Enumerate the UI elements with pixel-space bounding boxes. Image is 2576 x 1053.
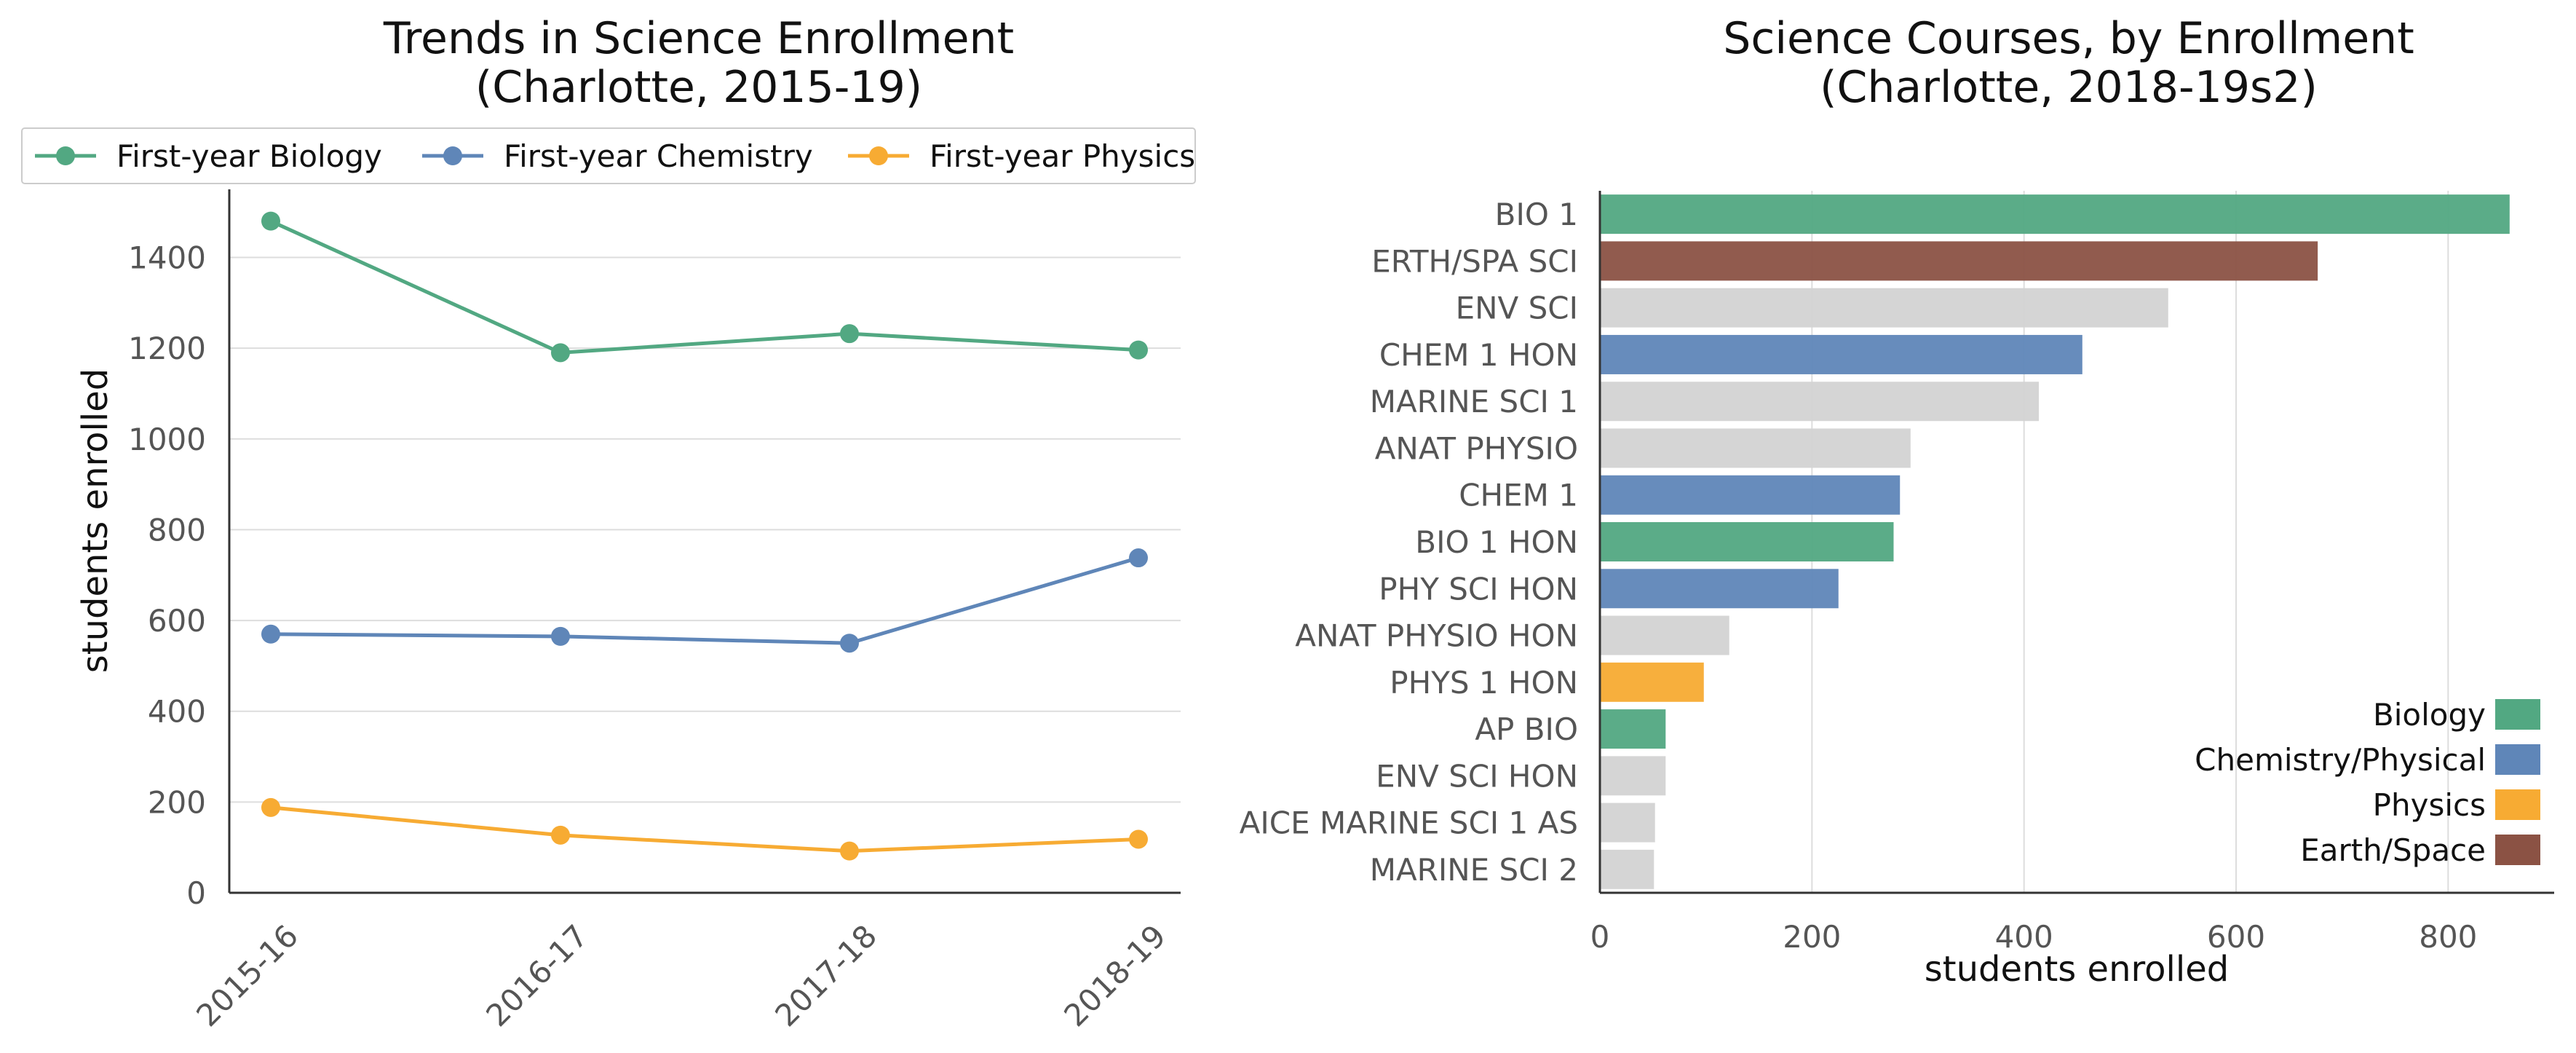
line-chart-title-line2: (Charlotte, 2015-19) xyxy=(475,62,922,113)
bar xyxy=(1600,569,1839,609)
bar-chart-title-line1: Science Courses, by Enrollment xyxy=(1723,13,2414,64)
bar xyxy=(1600,241,2318,281)
legend-swatch xyxy=(2495,835,2540,865)
line-point xyxy=(261,624,280,644)
legend-label: Earth/Space xyxy=(2300,832,2486,868)
legend-swatch xyxy=(2495,744,2540,775)
line-chart-y-tick-label: 1000 xyxy=(128,422,206,457)
bar-category-label: ANAT PHYSIO HON xyxy=(1295,618,1578,654)
bar-category-label: ANAT PHYSIO xyxy=(1375,430,1578,466)
bar xyxy=(1600,709,1666,749)
bar-chart-x-tick-label: 600 xyxy=(2207,919,2265,955)
bar-category-label: ENV SCI HON xyxy=(1376,758,1578,794)
bar xyxy=(1600,288,2168,328)
line-chart-x-tick-label: 2016-17 xyxy=(479,918,595,1033)
line-point xyxy=(840,841,859,861)
bar xyxy=(1600,756,1666,796)
legend-marker xyxy=(56,146,75,165)
legend-label: Biology xyxy=(2373,697,2486,733)
bar xyxy=(1600,522,1894,561)
line-chart-y-tick-label: 400 xyxy=(148,694,206,730)
bar xyxy=(1600,615,1729,655)
line-point xyxy=(1129,340,1148,360)
bar-category-label: PHY SCI HON xyxy=(1379,571,1578,607)
bar-category-label: AP BIO xyxy=(1475,711,1578,747)
legend-marker xyxy=(869,146,888,165)
bar-category-label: MARINE SCI 1 xyxy=(1370,384,1578,419)
line-chart: Trends in Science Enrollment (Charlotte,… xyxy=(21,13,1196,1033)
line-chart-y-axis-label: students enrolled xyxy=(75,368,116,673)
legend-label: First-year Physics xyxy=(930,138,1195,174)
line-chart-x-tick-label: 2017-18 xyxy=(768,918,884,1033)
bar-category-label: PHYS 1 HON xyxy=(1390,665,1578,701)
bar-category-label: ENV SCI xyxy=(1456,291,1578,326)
bar xyxy=(1600,428,1911,468)
line-chart-y-tick-label: 1200 xyxy=(128,331,206,366)
line-chart-y-tick-label: 0 xyxy=(186,875,206,911)
bar-category-label: CHEM 1 HON xyxy=(1379,337,1578,373)
bar xyxy=(1600,194,2510,234)
line-point xyxy=(551,626,570,646)
legend-swatch xyxy=(2495,789,2540,820)
bar xyxy=(1600,334,2082,374)
line-chart-legend: First-year Biology First-year Chemistry Fi… xyxy=(21,127,1196,184)
bar-chart-x-axis-label: students enrolled xyxy=(1925,949,2229,990)
bar-category-label: AICE MARINE SCI 1 AS xyxy=(1240,805,1578,841)
bar-category-label: MARINE SCI 2 xyxy=(1370,852,1578,888)
legend-label: First-year Biology xyxy=(116,138,382,174)
bar-category-label: ERTH/SPA SCI xyxy=(1371,243,1578,279)
line-chart-y-tick-label: 600 xyxy=(148,603,206,639)
bar-category-label: BIO 1 HON xyxy=(1415,524,1578,560)
legend-swatch xyxy=(2495,699,2540,730)
line-point xyxy=(261,797,280,817)
legend-marker xyxy=(443,146,462,165)
line-chart-y-tick-label: 1400 xyxy=(128,240,206,275)
bar xyxy=(1600,802,1655,843)
bar-chart-x-tick-label: 400 xyxy=(1995,919,2053,955)
bar-category-label: CHEM 1 xyxy=(1459,478,1578,513)
line-chart-y-tick-label: 800 xyxy=(148,512,206,548)
line-point xyxy=(551,343,570,363)
bar xyxy=(1600,382,2040,422)
line-series-first-year-biology xyxy=(269,219,1139,355)
line-point xyxy=(1129,548,1148,568)
legend-label: First-year Chemistry xyxy=(504,138,813,174)
bar xyxy=(1600,662,1704,702)
bar xyxy=(1600,849,1654,889)
line-chart-y-tick-label: 200 xyxy=(148,784,206,820)
legend-frame xyxy=(21,127,1196,184)
bar xyxy=(1600,475,1901,515)
bar-chart-x-tick-label: 800 xyxy=(2419,919,2477,955)
line-point xyxy=(840,324,859,344)
bar-chart: Science Courses, by Enrollment (Charlott… xyxy=(1240,13,2554,990)
line-chart-title-line1: Trends in Science Enrollment xyxy=(383,13,1014,64)
bar-chart-title-line2: (Charlotte, 2018-19s2) xyxy=(1820,62,2318,113)
line-series-first-year-chemistry xyxy=(270,556,1139,645)
bar-category-label: BIO 1 xyxy=(1495,197,1578,232)
line-point xyxy=(261,211,280,231)
bar-chart-x-tick-label: 200 xyxy=(1783,919,1841,955)
line-point xyxy=(840,634,859,653)
line-point xyxy=(1129,829,1148,849)
line-chart-x-tick-label: 2015-16 xyxy=(189,918,305,1033)
legend-label: Chemistry/Physical xyxy=(2195,742,2486,778)
line-series-first-year-physics xyxy=(270,805,1139,853)
line-point xyxy=(551,825,570,845)
bar-chart-x-tick-label: 0 xyxy=(1590,919,1610,955)
line-chart-x-tick-label: 2018-19 xyxy=(1057,918,1173,1033)
legend-label: Physics xyxy=(2373,787,2486,823)
